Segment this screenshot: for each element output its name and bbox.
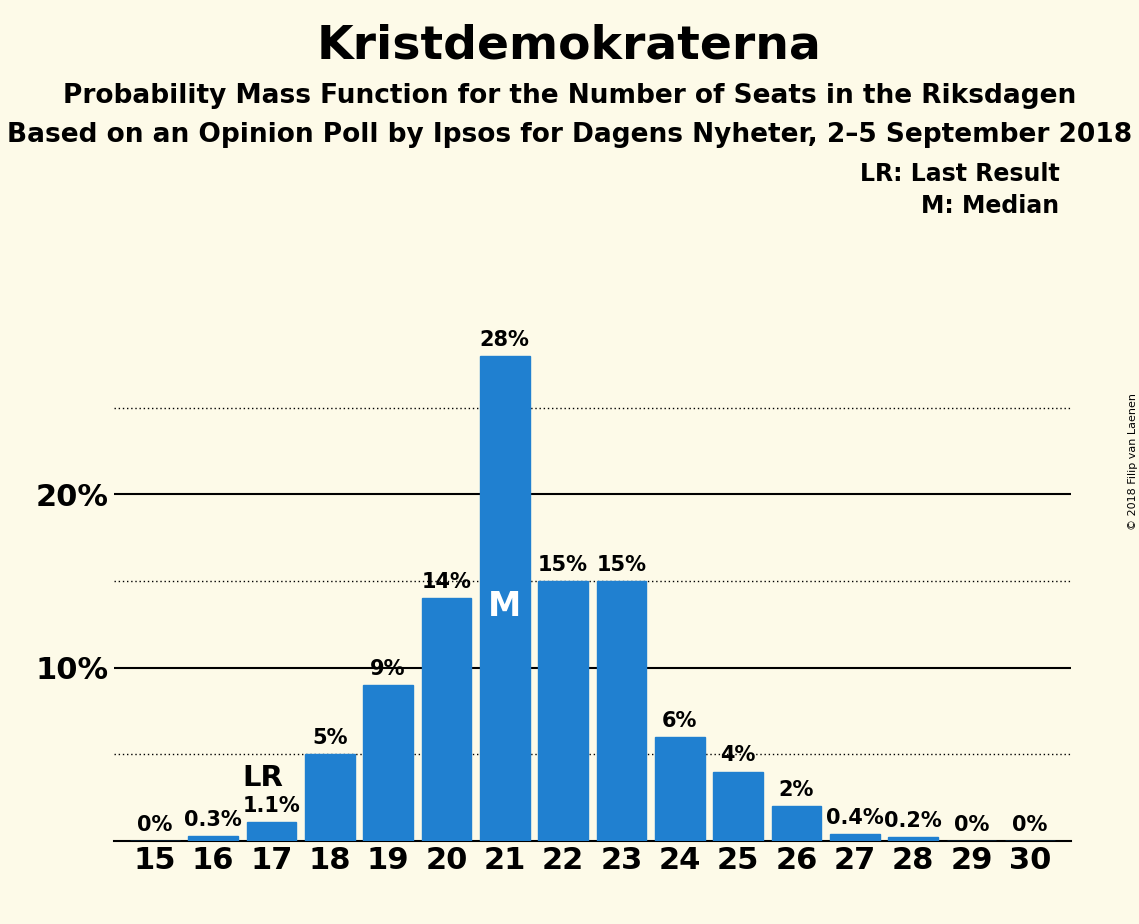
Text: Kristdemokraterna: Kristdemokraterna (317, 23, 822, 68)
Text: 15%: 15% (597, 555, 647, 575)
Text: 5%: 5% (312, 728, 347, 748)
Bar (305, 754, 354, 841)
Text: 2%: 2% (779, 780, 814, 800)
Bar (771, 806, 821, 841)
Bar (363, 685, 412, 841)
Text: 0.3%: 0.3% (185, 809, 241, 830)
Bar (713, 772, 763, 841)
Text: Based on an Opinion Poll by Ipsos for Dagens Nyheter, 2–5 September 2018: Based on an Opinion Poll by Ipsos for Da… (7, 122, 1132, 148)
Text: 15%: 15% (538, 555, 588, 575)
Bar (888, 837, 937, 841)
Text: 0%: 0% (1013, 815, 1048, 834)
Text: 9%: 9% (370, 659, 405, 679)
Bar (597, 581, 646, 841)
Bar (480, 356, 530, 841)
Text: M: M (489, 590, 522, 624)
Bar (655, 737, 705, 841)
Text: Probability Mass Function for the Number of Seats in the Riksdagen: Probability Mass Function for the Number… (63, 83, 1076, 109)
Bar (421, 599, 472, 841)
Text: LR: Last Result: LR: Last Result (860, 162, 1059, 186)
Bar (539, 581, 588, 841)
Text: LR: LR (243, 764, 284, 793)
Text: 4%: 4% (721, 746, 756, 765)
Bar (188, 835, 238, 841)
Text: 0%: 0% (137, 815, 172, 834)
Text: 14%: 14% (421, 572, 472, 592)
Bar (830, 833, 879, 841)
Text: 0.2%: 0.2% (884, 811, 942, 832)
Text: 0.4%: 0.4% (826, 808, 884, 828)
Bar (247, 821, 296, 841)
Text: © 2018 Filip van Laenen: © 2018 Filip van Laenen (1129, 394, 1138, 530)
Text: 0%: 0% (953, 815, 989, 834)
Text: 28%: 28% (480, 330, 530, 349)
Text: 6%: 6% (662, 711, 697, 731)
Text: 1.1%: 1.1% (243, 796, 301, 816)
Text: M: Median: M: Median (921, 194, 1059, 218)
